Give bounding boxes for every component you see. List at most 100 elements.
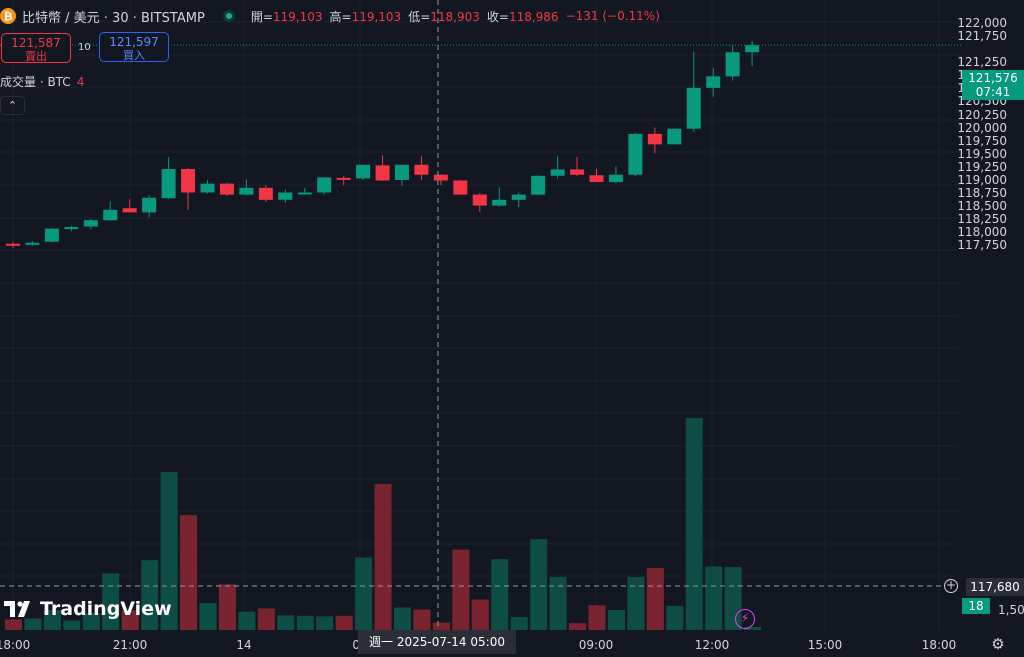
candle-body [375, 165, 390, 181]
volume-bar [394, 607, 411, 630]
tradingview-logo-text: TradingView [40, 598, 172, 620]
candle-body [239, 187, 254, 195]
candle-body [336, 177, 351, 180]
volume-bar [744, 627, 762, 630]
market-open-icon [222, 10, 235, 22]
crosshair-price-tag: 117,680 [966, 578, 1024, 596]
symbol-legend: ₿ 比特幣 / 美元 · 30 · BITSTAMP 開=119,103 高=1… [0, 6, 660, 26]
price-tick-label: 119,000 [957, 172, 1007, 187]
candlestick-series [6, 40, 760, 248]
collapse-legend-button[interactable]: ⌃ [0, 96, 25, 115]
candle-body [395, 164, 409, 180]
volume-bar [569, 623, 587, 630]
candle-body [25, 242, 40, 245]
time-tick-label: 18:00 [921, 638, 957, 652]
volume-bar [102, 573, 120, 630]
bar-countdown: 07:41 [975, 85, 1011, 99]
volume-bar [43, 610, 61, 630]
candle-body [608, 174, 623, 183]
candle-body [686, 87, 701, 129]
candle-body [628, 133, 643, 175]
candle-body [6, 243, 20, 246]
buy-label: 買入 [123, 49, 145, 62]
current-price: 121,576 [968, 71, 1018, 85]
volume-bar [63, 620, 81, 630]
chevron-up-icon: ⌃ [7, 99, 18, 112]
price-tick-label: 117,750 [957, 238, 1007, 253]
candle-body [83, 220, 98, 227]
price-tick-label: 118,750 [957, 186, 1007, 201]
volume-bar [296, 615, 314, 630]
tradingview-logo[interactable]: TradingView [4, 598, 172, 620]
candle-body [667, 128, 682, 145]
current-price-tag: 121,576 07:41 [962, 70, 1024, 100]
price-tick-label: 120,000 [957, 120, 1007, 135]
volume-bar [666, 605, 684, 630]
candle-body [278, 192, 293, 200]
ohlc-open: 開=119,103 [250, 9, 323, 24]
volume-bar [627, 576, 645, 630]
buy-button[interactable]: 121,597 買入 [99, 32, 169, 62]
candle-body [550, 169, 565, 176]
volume-bar [471, 599, 489, 630]
spread-value: 10 [78, 42, 91, 53]
candle-body [570, 169, 585, 175]
price-tick-label: 118,000 [957, 225, 1007, 240]
tradingview-logo-icon [4, 601, 30, 617]
price-tick-label: 121,750 [957, 29, 1007, 44]
time-tick-label: 09:00 [578, 638, 614, 652]
volume-bar [24, 618, 42, 630]
candle-body [258, 187, 273, 200]
sell-button[interactable]: 121,587 賣出 [1, 33, 71, 63]
buy-price: 121,597 [109, 35, 159, 49]
candle-body [745, 45, 760, 53]
lightning-icon[interactable]: ⚡ [735, 609, 755, 629]
time-tick-label: 15:00 [807, 638, 843, 652]
volume-bar [491, 559, 509, 630]
ohlc-high: 高=119,103 [329, 9, 402, 24]
candle-body [181, 168, 196, 193]
candle-body [122, 208, 137, 213]
volume-bar [257, 608, 275, 630]
price-tick-label: 118,500 [957, 199, 1007, 214]
candle-body [492, 199, 507, 206]
volume-bar [218, 584, 236, 630]
time-tick-label: 14 [236, 638, 252, 652]
candle-body [64, 227, 79, 230]
volume-bar [141, 560, 159, 630]
sell-price: 121,587 [11, 36, 61, 50]
candle-body [706, 76, 721, 88]
volume-bar [510, 616, 528, 630]
ohlc-change: −131 (−0.11%) [565, 9, 660, 23]
price-tick-label: 121,250 [957, 55, 1007, 70]
volume-bar [180, 515, 198, 630]
volume-bar [238, 611, 256, 630]
add-alert-plus-icon[interactable]: + [944, 578, 958, 593]
candle-body [511, 194, 526, 200]
candle-body [472, 194, 487, 206]
volume-bar [82, 613, 100, 630]
symbol-title[interactable]: 比特幣 / 美元 · 30 · BITSTAMP [22, 10, 205, 26]
candle-body [103, 209, 118, 221]
volume-bar [646, 568, 664, 630]
bitcoin-icon: ₿ [0, 8, 16, 24]
volume-bar [452, 549, 470, 630]
price-tick-label: 119,500 [957, 146, 1007, 161]
volume-legend[interactable]: 成交量 · BTC 4 [0, 73, 84, 90]
volume-bar [335, 615, 353, 630]
volume-bar [685, 417, 703, 630]
volume-bar [160, 471, 178, 630]
volume-bar [121, 610, 139, 630]
settings-gear-icon[interactable]: ⚙ [991, 635, 1005, 653]
volume-bar [316, 616, 334, 630]
candle-body [44, 228, 59, 242]
candle-body [356, 164, 371, 179]
volume-bar [588, 605, 606, 630]
candle-body [161, 168, 176, 199]
candle-body [219, 183, 234, 195]
volume-bar [374, 484, 392, 630]
current-volume-tag: 18 [962, 598, 990, 614]
price-tick-label: 122,000 [957, 16, 1007, 30]
volume-bar [549, 576, 567, 630]
